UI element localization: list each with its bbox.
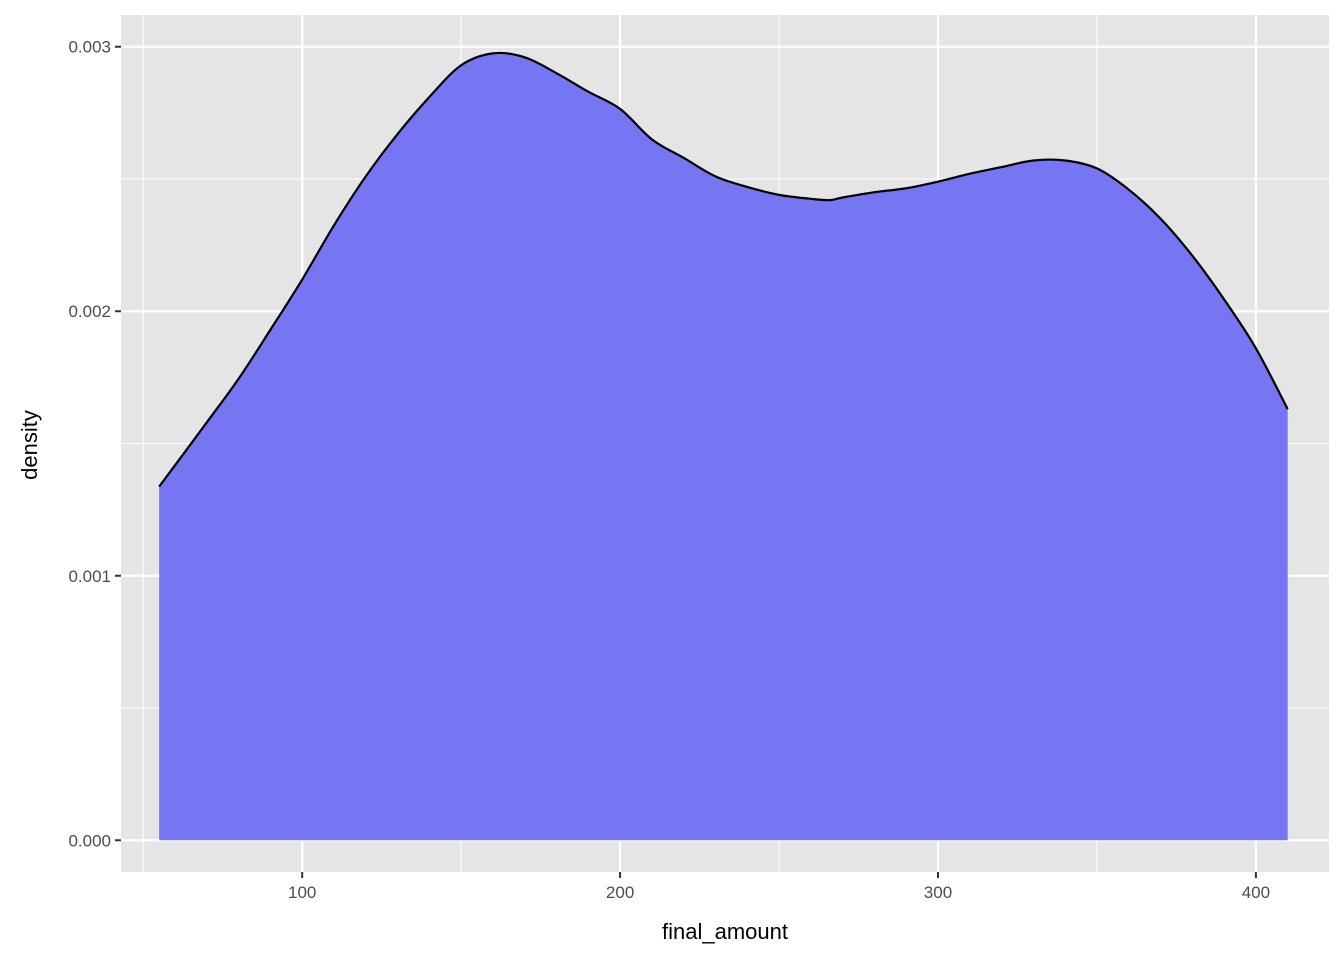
- x-tick-label-3: 400: [1242, 883, 1270, 902]
- y-axis-title: density: [17, 410, 42, 480]
- x-axis-title: final_amount: [662, 919, 788, 944]
- y-tick-label-1: 0.001: [68, 567, 111, 586]
- x-tick-label-2: 300: [924, 883, 952, 902]
- x-tick-label-1: 200: [606, 883, 634, 902]
- density-curve: [158, 51, 1289, 488]
- y-axis-ticks: 0.000 0.001 0.002 0.003: [68, 38, 121, 850]
- density-area: [159, 52, 1288, 841]
- x-tick-label-0: 100: [288, 883, 316, 902]
- y-tick-label-2: 0.002: [68, 302, 111, 321]
- y-tick-label-0: 0.000: [68, 831, 111, 850]
- y-tick-label-3: 0.003: [68, 38, 111, 57]
- x-axis-ticks: 100 200 300 400: [288, 872, 1270, 902]
